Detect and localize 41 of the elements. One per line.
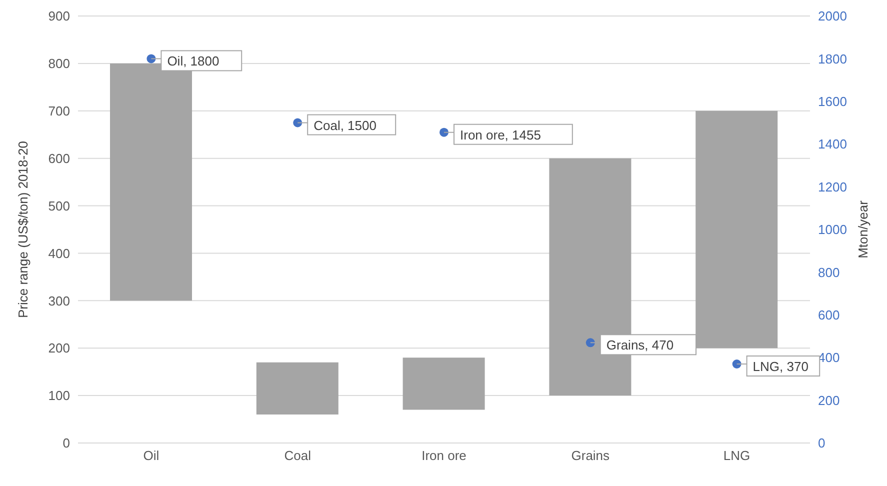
data-label: Oil, 1800 [167, 54, 220, 69]
y-tick-label: 900 [48, 8, 70, 24]
point [440, 128, 448, 137]
bar [402, 358, 485, 410]
y-tick-label: 300 [48, 293, 70, 308]
point [586, 338, 595, 348]
y-tick-label: 800 [48, 56, 70, 72]
y-tick-label: 700 [48, 104, 70, 119]
y-tick-label: 500 [48, 198, 70, 214]
y2-tick-label: 200 [818, 392, 840, 408]
point [293, 118, 302, 128]
bar [256, 362, 338, 415]
point [732, 360, 742, 369]
x-tick-label: Iron ore [422, 448, 466, 464]
y2-tick-label: 1800 [818, 51, 847, 66]
y-tick-label: 200 [48, 340, 70, 356]
x-tick-label: Oil [143, 448, 160, 464]
x-tick-label: LNG [723, 448, 750, 464]
y2-tick-label: 0 [818, 436, 826, 451]
y-tick-label: 100 [48, 388, 70, 404]
y2-tick-label: 800 [818, 264, 840, 280]
data-label: Grains, 470 [606, 338, 674, 353]
y2-tick-label: 400 [818, 350, 840, 366]
data-label: Iron ore, 1455 [460, 127, 541, 142]
y2-tick-label: 1400 [818, 136, 847, 152]
x-tick-label: Coal [284, 448, 312, 464]
y-tick-label: 600 [48, 150, 70, 166]
y-tick-label: 400 [48, 246, 70, 261]
y2-tick-label: 2000 [818, 8, 847, 24]
y-axis-title: Price range (US$/ton) 2018-20 [16, 140, 31, 318]
y2-tick-label: 1200 [818, 179, 847, 194]
x-tick-label: Grains [571, 448, 610, 464]
data-label: Coal, 1500 [314, 118, 376, 133]
point [146, 54, 156, 64]
y-tick-label: 0 [62, 436, 70, 451]
data-label: LNG, 370 [752, 359, 808, 374]
y2-tick-label: 1600 [818, 94, 847, 110]
y2-tick-label: 600 [818, 308, 840, 323]
y2-tick-label: 1000 [818, 222, 847, 238]
bar [696, 110, 778, 348]
y2-axis-title: Mton/year [856, 200, 871, 258]
